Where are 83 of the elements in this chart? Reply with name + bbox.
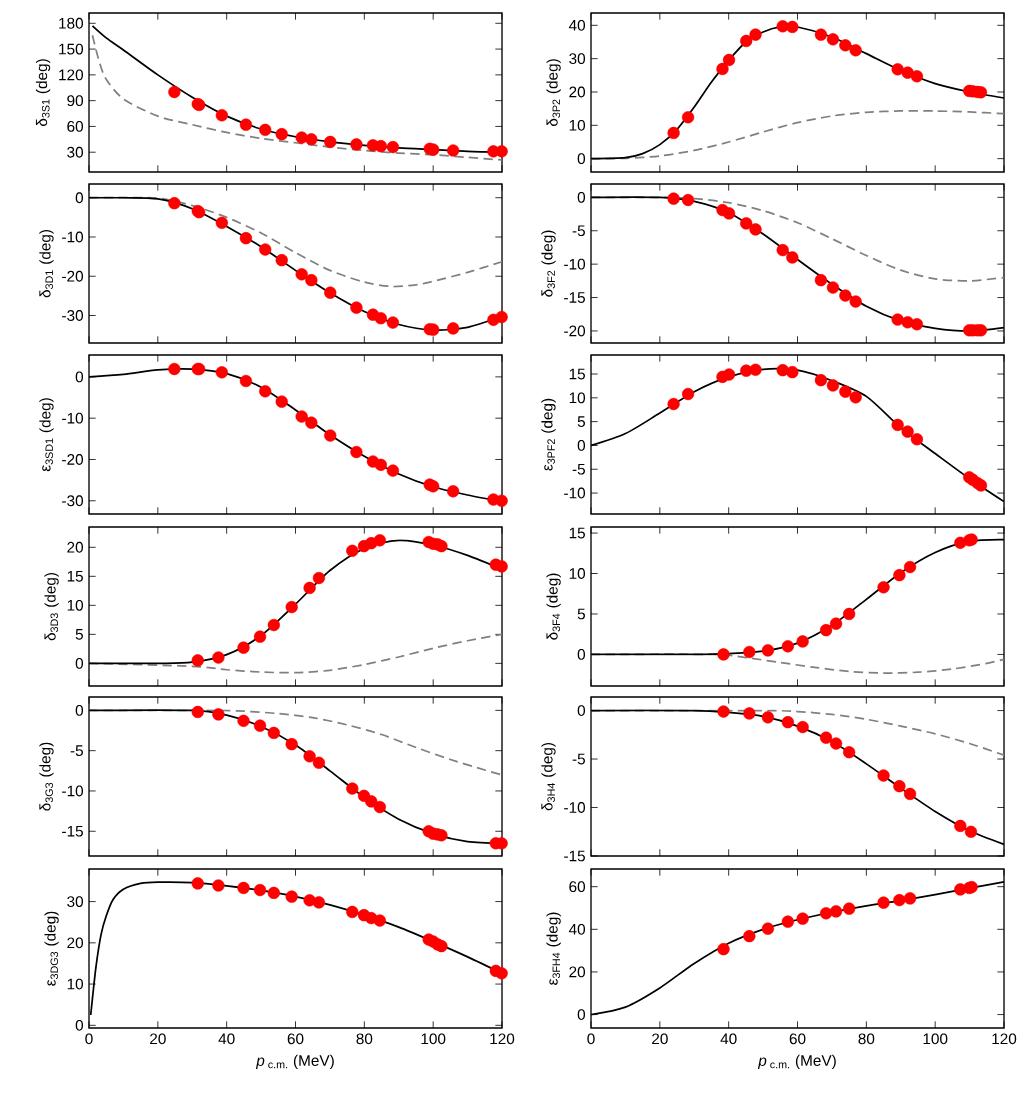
y-tick-label: 30	[67, 146, 84, 158]
y-tick-label: 5	[577, 608, 585, 620]
y-tick-label: 0	[577, 153, 586, 165]
y-tick-label: 0	[577, 705, 586, 716]
y-tick-label: -20	[62, 454, 84, 465]
y-tick-label: 20	[569, 86, 586, 98]
y-axis-title: δ$_{3F2}$ (deg)	[541, 230, 556, 297]
y-axis-title: δ$_{3D3}$ (deg)	[44, 572, 59, 641]
x-axis-title: p $_{c.m.}$ (MeV)	[757, 1054, 836, 1070]
x-tick-label: 60	[287, 1033, 304, 1045]
y-tick-label: 0	[75, 704, 84, 716]
x-tick-label: 40	[720, 1033, 737, 1045]
x-tick-label: 80	[356, 1033, 373, 1045]
y-tick-label: -30	[62, 310, 84, 321]
y-tick-label: 0	[75, 657, 84, 669]
y-tick-label: 15	[67, 570, 83, 582]
y-tick-label: -30	[62, 495, 84, 507]
y-tick-label: 60	[569, 881, 586, 893]
y-tick-label: 10	[569, 568, 586, 579]
y-axis-title: δ$_{3F4}$ (deg)	[546, 573, 561, 640]
x-tick-label: 40	[218, 1033, 235, 1045]
y-axis-title: δ$_{3D1}$ (deg)	[39, 229, 54, 298]
y-tick-label: 90	[67, 95, 84, 107]
y-tick-label: -10	[62, 412, 84, 424]
x-axis-title: p $_{c.m.}$ (MeV)	[255, 1054, 334, 1070]
y-tick-label: 20	[67, 937, 84, 949]
y-tick-label: -20	[564, 325, 586, 337]
y-tick-label: 40	[568, 923, 586, 935]
y-tick-label: 30	[67, 896, 84, 908]
y-tick-label: 0	[577, 440, 586, 451]
y-tick-label: 0	[75, 371, 84, 383]
y-tick-label: 40	[568, 19, 586, 31]
y-tick-label: 0	[75, 1019, 84, 1031]
y-tick-label: -5	[572, 753, 585, 765]
y-tick-label: 15	[569, 527, 585, 539]
x-tick-label: 100	[421, 1033, 446, 1045]
y-tick-label: 30	[569, 53, 586, 65]
y-tick-label: 15	[569, 368, 585, 380]
y-tick-label: 10	[569, 119, 586, 131]
y-tick-label: -5	[572, 463, 585, 475]
y-tick-label: 10	[569, 392, 586, 404]
y-axis-title: δ$_{3H4}$ (deg)	[541, 742, 556, 811]
y-tick-label: 10	[67, 599, 84, 611]
y-axis-title: ε$_{3PF2}$ (deg)	[541, 398, 556, 471]
y-axis-title: δ$_{3P2}$ (deg)	[546, 59, 561, 127]
y-tick-label: 20	[67, 541, 84, 553]
y-tick-label: -15	[62, 825, 83, 837]
y-axis-title: δ$_{3S1}$ (deg)	[35, 59, 51, 127]
y-tick-label: 150	[59, 43, 84, 55]
y-axis-title: ε$_{3FH4}$ (deg)	[546, 912, 561, 985]
y-tick-label: -15	[564, 292, 585, 303]
y-tick-label: 60	[67, 121, 84, 132]
y-tick-label: -10	[564, 802, 586, 813]
x-tick-label: 120	[992, 1033, 1017, 1045]
x-tick-label: 20	[652, 1033, 668, 1045]
y-tick-label: 0	[75, 192, 84, 204]
x-tick-label: 100	[923, 1033, 948, 1045]
x-tick-label: 0	[85, 1033, 93, 1045]
y-tick-label: -10	[564, 487, 586, 499]
x-tick-label: 0	[587, 1033, 595, 1045]
y-tick-label: 0	[577, 191, 586, 203]
y-tick-label: 180	[59, 17, 84, 29]
x-tick-label: 20	[150, 1033, 166, 1045]
y-axis-title: δ$_{3G3}$ (deg)	[39, 742, 54, 811]
y-tick-label: -20	[62, 270, 84, 282]
y-tick-label: -10	[564, 258, 586, 270]
x-tick-label: 60	[789, 1033, 806, 1045]
y-tick-label: 20	[569, 966, 586, 978]
y-tick-label: 10	[67, 978, 84, 990]
y-tick-label: 0	[577, 649, 586, 660]
y-tick-label: 5	[577, 416, 585, 427]
y-tick-label: -10	[62, 231, 84, 243]
y-axis-title: ε$_{3DG3}$ (deg)	[44, 911, 59, 986]
y-tick-label: 0	[577, 1009, 586, 1020]
x-tick-label: 80	[858, 1033, 875, 1045]
y-tick-label: -15	[564, 850, 585, 862]
y-axis-title: ε$_{3SD1}$ (deg)	[39, 398, 54, 472]
y-tick-label: -5	[70, 745, 83, 757]
y-tick-label: -10	[62, 785, 84, 797]
x-tick-label: 120	[490, 1033, 515, 1045]
y-tick-label: 120	[59, 69, 84, 81]
y-tick-label: -5	[572, 225, 585, 237]
y-tick-label: 5	[75, 629, 83, 640]
